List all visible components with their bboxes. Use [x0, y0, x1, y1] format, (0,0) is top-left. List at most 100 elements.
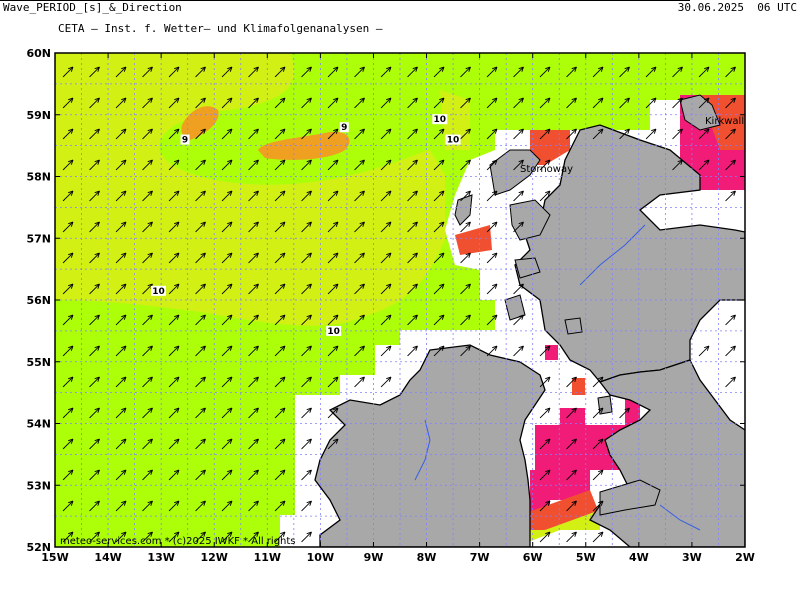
wave-arrow — [407, 128, 418, 140]
wave-arrow — [221, 159, 233, 171]
header-bar: Wave_PERIOD_[s]_&_Direction 30.06.2025 0… — [0, 0, 797, 15]
longitude-label: 14W — [94, 551, 121, 564]
wave-arrow — [619, 97, 630, 109]
longitude-label: 10W — [307, 551, 334, 564]
wave-arrow — [725, 159, 736, 171]
wave-arrow — [89, 97, 100, 109]
wave-arrow — [248, 314, 259, 326]
wave-arrow — [539, 407, 551, 419]
river-severn — [659, 504, 701, 531]
wave-arrow — [380, 376, 392, 388]
wave-arrow — [407, 221, 418, 233]
wave-arrow — [115, 252, 127, 264]
wave-arrow — [698, 159, 710, 171]
wave-arrow — [115, 66, 127, 78]
wave-arrow — [274, 376, 286, 388]
wave-arrow — [539, 376, 551, 388]
wave-arrow — [195, 500, 206, 512]
river-shannon — [414, 419, 431, 481]
wave-arrow — [407, 345, 418, 357]
footer-credit: meteo-services.com * (c)2025 IWKF * All … — [60, 536, 296, 547]
wave-arrow — [592, 531, 604, 543]
wave-arrow — [301, 128, 312, 140]
wave-arrow — [407, 283, 418, 295]
wave-arrow — [327, 97, 339, 109]
wave-arrow — [168, 190, 180, 202]
wave-arrow — [407, 97, 418, 109]
wave-arrow — [539, 345, 551, 357]
wave-arrow — [168, 159, 180, 171]
chart-title: CETA — Inst. f. Wetter— und Klimafolgena… — [58, 22, 383, 35]
wave-arrow — [486, 190, 498, 202]
wave-arrow — [115, 438, 127, 450]
wave-arrow — [89, 469, 100, 481]
wave-arrow — [486, 283, 498, 295]
wave-arrow — [354, 252, 365, 264]
short-period-cell — [545, 345, 558, 360]
wave-arrow — [168, 345, 180, 357]
wave-arrow — [592, 407, 604, 419]
wave-arrow — [327, 283, 339, 295]
wave-arrow — [195, 283, 206, 295]
period-blob-9-10-b — [258, 131, 350, 160]
wave-arrow — [433, 97, 445, 109]
wave-arrow — [115, 128, 127, 140]
wave-arrow — [115, 221, 127, 233]
wave-arrow — [407, 252, 418, 264]
wave-arrow — [380, 283, 392, 295]
wave-arrow — [486, 345, 498, 357]
valid-time: 30.06.2025 06 UTC — [677, 1, 797, 14]
wave-arrow — [566, 438, 577, 450]
wave-arrow — [195, 190, 206, 202]
wave-arrow — [221, 469, 233, 481]
wave-arrow — [62, 500, 74, 512]
wave-arrow — [115, 159, 127, 171]
wave-arrow — [62, 190, 74, 202]
wave-arrow — [62, 221, 74, 233]
wave-arrow — [698, 128, 710, 140]
wave-arrow — [433, 283, 445, 295]
wave-arrow — [301, 221, 312, 233]
wave-arrow — [725, 314, 736, 326]
wave-arrow — [142, 345, 153, 357]
wave-arrow — [221, 190, 233, 202]
wave-arrow — [89, 283, 100, 295]
wave-arrow — [539, 66, 551, 78]
wave-arrow — [486, 314, 498, 326]
wave-arrow — [115, 190, 127, 202]
wave-arrow — [62, 159, 74, 171]
longitude-label: 3W — [682, 551, 702, 564]
wave-arrow — [486, 252, 498, 264]
contour-label-bg — [326, 325, 342, 336]
wave-arrow — [301, 438, 312, 450]
wave-arrow — [354, 66, 365, 78]
wave-arrow — [380, 128, 392, 140]
wave-arrow — [619, 128, 630, 140]
longitude-label: 13W — [147, 551, 174, 564]
wave-arrow — [115, 314, 127, 326]
wave-arrow — [274, 531, 286, 543]
wave-arrow — [195, 252, 206, 264]
wave-arrow — [619, 66, 630, 78]
wave-arrow — [89, 438, 100, 450]
wave-arrow — [248, 190, 259, 202]
wave-arrow — [539, 531, 551, 543]
wave-arrow — [89, 66, 100, 78]
land-islay — [504, 294, 526, 321]
contour-label: 10 — [152, 287, 165, 297]
wave-arrow — [566, 407, 577, 419]
longitude-label: 4W — [629, 551, 649, 564]
wave-arrow — [301, 190, 312, 202]
wave-arrow — [274, 345, 286, 357]
wave-arrow — [539, 190, 551, 202]
longitude-labels: 15W 14W 13W 12W 11W 10W 9W 8W 7W 6W 5W 4W 3W 2W — [41, 551, 755, 564]
wave-arrow — [221, 128, 233, 140]
land-mull — [514, 257, 541, 279]
wave-arrow — [301, 66, 312, 78]
contour-label: 9 — [182, 136, 188, 146]
wave-arrow — [195, 97, 206, 109]
wave-arrow — [195, 66, 206, 78]
wave-arrow — [327, 376, 339, 388]
wave-arrow — [672, 97, 683, 109]
